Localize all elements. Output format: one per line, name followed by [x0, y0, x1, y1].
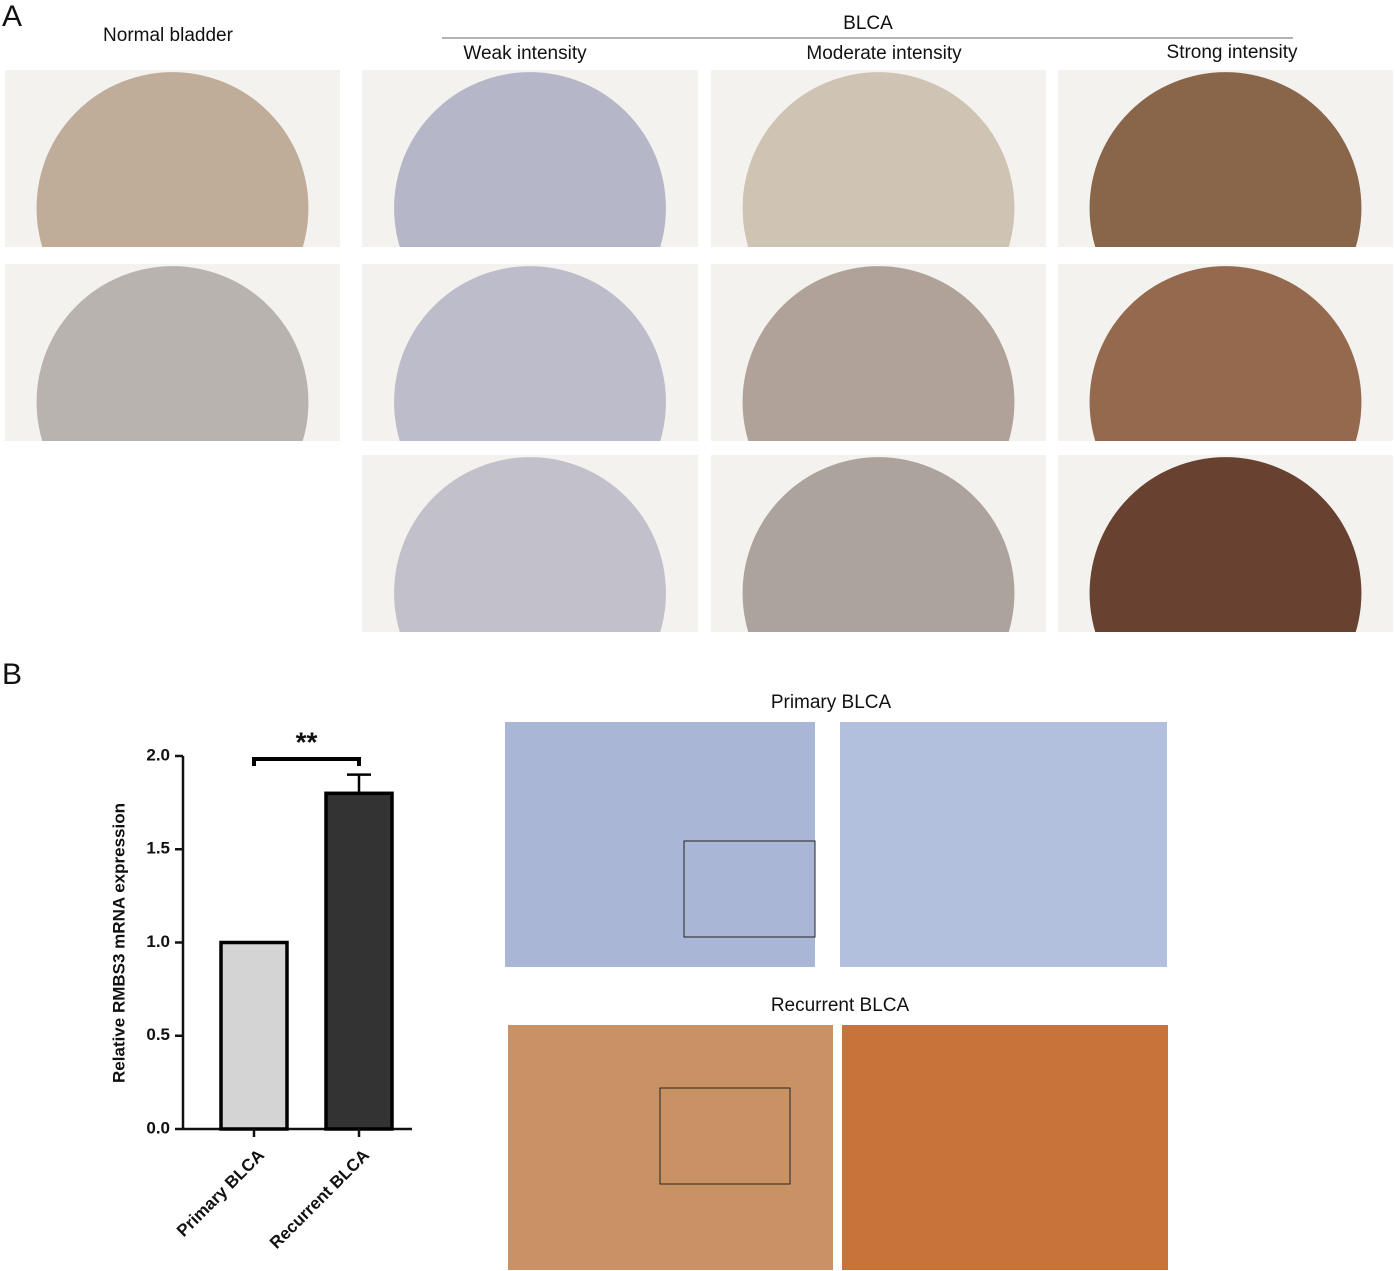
tissue-image — [1058, 264, 1393, 441]
micrograph — [840, 722, 1167, 967]
tissue-image — [362, 70, 698, 247]
tissue-core — [742, 266, 1015, 441]
tissue-image — [1058, 455, 1393, 632]
x-tick-label: Primary BLCA — [173, 1146, 268, 1241]
micrograph — [508, 1025, 833, 1270]
zoom-box — [659, 1087, 791, 1185]
tissue-core — [1089, 266, 1362, 441]
image-title: Recurrent BLCA — [771, 995, 910, 1016]
column-title: Moderate intensity — [806, 43, 962, 64]
column-title: Weak intensity — [463, 43, 587, 64]
tissue-core — [36, 72, 309, 247]
tissue-image — [362, 264, 698, 441]
tissue-core — [742, 457, 1015, 632]
y-tick-label: 2.0 — [146, 745, 170, 764]
tissue-core — [36, 266, 309, 441]
tissue-core — [394, 266, 666, 441]
tissue-image — [711, 70, 1046, 247]
micrograph — [842, 1025, 1168, 1270]
bar — [324, 791, 394, 1131]
tissue-core — [1089, 72, 1362, 247]
tissue-image — [711, 455, 1046, 632]
zoom-box — [683, 840, 816, 938]
group-title: BLCA — [843, 13, 893, 34]
tissue-core — [394, 72, 666, 247]
y-tick-label: 0.0 — [146, 1118, 170, 1137]
panel-label: A — [2, 0, 22, 33]
significance-bracket — [252, 757, 361, 766]
bar — [219, 940, 289, 1131]
tissue-image — [5, 264, 340, 441]
y-tick-label: 0.5 — [146, 1025, 170, 1044]
tissue-image — [5, 70, 340, 247]
normal-title: Normal bladder — [103, 25, 234, 46]
x-tick-label: Recurrent BLCA — [266, 1146, 373, 1253]
image-title: Primary BLCA — [771, 692, 892, 713]
y-axis-label: Relative RMBS3 mRNA expression — [109, 803, 128, 1083]
tissue-core — [1089, 457, 1362, 632]
y-tick-label: 1.5 — [146, 839, 170, 858]
panel-label: B — [2, 658, 22, 691]
y-tick-label: 1.0 — [146, 932, 170, 951]
tissue-core — [394, 457, 666, 632]
tissue-image — [711, 264, 1046, 441]
micrograph — [505, 722, 815, 967]
tissue-image — [1058, 70, 1393, 247]
tissue-core — [742, 72, 1015, 247]
column-title: Strong intensity — [1167, 42, 1298, 63]
tissue-image — [362, 455, 698, 632]
significance-label: ** — [296, 726, 318, 757]
